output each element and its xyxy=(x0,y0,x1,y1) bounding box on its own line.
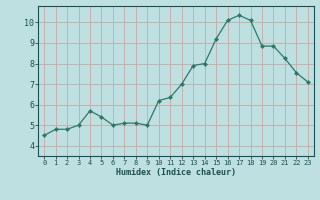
X-axis label: Humidex (Indice chaleur): Humidex (Indice chaleur) xyxy=(116,168,236,177)
